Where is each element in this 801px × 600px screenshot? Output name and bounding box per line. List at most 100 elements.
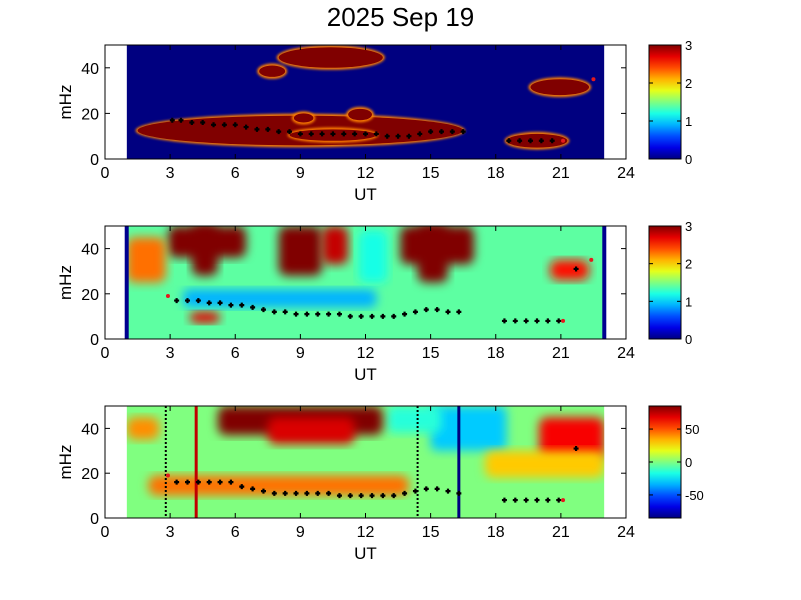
y-tick-label: 0: [90, 511, 99, 528]
peak-point: [206, 300, 212, 306]
peak-point: [352, 131, 358, 137]
red-marker: [561, 318, 566, 323]
x-tick-label: 3: [166, 524, 175, 541]
heatmap: [126, 406, 605, 518]
peak-point: [260, 488, 266, 494]
peak-point: [391, 313, 397, 319]
peak-point: [287, 129, 293, 135]
peak-point: [189, 120, 195, 126]
high-region: [322, 226, 349, 265]
peak-point: [545, 497, 551, 503]
peak-point: [501, 497, 507, 503]
high-region: [278, 226, 323, 276]
colorbar-gradient: [648, 225, 682, 340]
low-region: [430, 406, 507, 451]
x-tick-label: 9: [296, 345, 305, 362]
peak-point: [428, 129, 434, 135]
high-region: [293, 113, 314, 123]
x-tick-label: 3: [166, 165, 175, 182]
peak-point: [195, 298, 201, 304]
x-tick-label: 12: [357, 345, 375, 362]
peak-point: [239, 484, 245, 490]
peak-point: [336, 311, 342, 317]
peak-point: [184, 479, 190, 485]
peak-point: [538, 138, 544, 144]
x-tick-label: 9: [296, 524, 305, 541]
peak-point: [391, 493, 397, 499]
peak-point: [417, 131, 423, 137]
peak-point: [423, 307, 429, 313]
peak-point: [438, 129, 444, 135]
high-region: [550, 259, 590, 281]
high-region: [191, 226, 218, 276]
y-tick-label: 40: [81, 421, 99, 438]
high-region: [348, 108, 373, 121]
peak-point: [330, 131, 336, 137]
peak-point: [534, 318, 540, 324]
peak-point: [512, 497, 518, 503]
peak-point: [545, 318, 551, 324]
colorbar: -50 0 50: [648, 405, 704, 519]
high-region: [530, 79, 590, 96]
y-tick-label: 40: [81, 61, 99, 78]
x-tick-label: 6: [231, 524, 240, 541]
colorbar-gradient: [648, 405, 682, 519]
x-tick-label: 24: [617, 345, 635, 362]
peak-point: [527, 138, 533, 144]
panel-bottom: 0 3 6 9 12 15 18 21 24 0 20 40 UT mHz -50 0 50: [56, 405, 704, 563]
colorbar-tick-label: 3: [685, 219, 692, 234]
peak-point: [460, 129, 466, 135]
peak-point: [319, 131, 325, 137]
peak-point: [308, 131, 314, 137]
peak-point: [239, 302, 245, 308]
high-region: [126, 417, 160, 440]
peak-point: [412, 309, 418, 315]
x-tick-label: 3: [166, 345, 175, 362]
high-region: [126, 237, 166, 283]
high-region: [539, 417, 605, 460]
peak-point: [556, 497, 562, 503]
x-tick-label: 0: [101, 524, 110, 541]
peak-point: [184, 298, 190, 304]
peak-point: [358, 313, 364, 319]
peak-point: [265, 126, 271, 132]
high-region: [278, 47, 383, 68]
peak-point: [276, 129, 282, 135]
peak-point: [232, 122, 238, 128]
peak-point: [512, 318, 518, 324]
x-tick-label: 21: [552, 524, 570, 541]
peak-point: [304, 311, 310, 317]
red-marker: [165, 473, 170, 478]
colorbar-tick-label: 0: [685, 332, 692, 347]
y-axis-label: mHz: [56, 85, 75, 120]
red-marker: [591, 77, 596, 82]
x-tick-label: 15: [422, 524, 440, 541]
peak-point: [282, 309, 288, 315]
peak-point: [282, 490, 288, 496]
peak-point: [402, 490, 408, 496]
red-marker: [165, 294, 170, 299]
colorbar-tick-label: -50: [685, 488, 704, 503]
peak-point: [211, 122, 217, 128]
peak-point: [573, 266, 579, 272]
low-region: [358, 230, 388, 283]
peak-point: [315, 490, 321, 496]
colorbar-tick-label: 3: [685, 38, 692, 53]
peak-point: [456, 490, 462, 496]
peak-point: [380, 313, 386, 319]
y-tick-label: 0: [90, 332, 99, 349]
peak-point: [254, 126, 260, 132]
red-marker: [561, 498, 566, 503]
peak-point: [347, 493, 353, 499]
x-tick-label: 6: [231, 345, 240, 362]
peak-point: [195, 479, 201, 485]
colorbar-tick-label: 0: [685, 455, 692, 470]
peak-point: [501, 318, 507, 324]
peak-point: [363, 131, 368, 137]
colorbar-gradient: [648, 44, 682, 160]
x-tick-label: 24: [617, 524, 635, 541]
y-axis-label: mHz: [56, 445, 75, 480]
peak-point: [217, 479, 223, 485]
